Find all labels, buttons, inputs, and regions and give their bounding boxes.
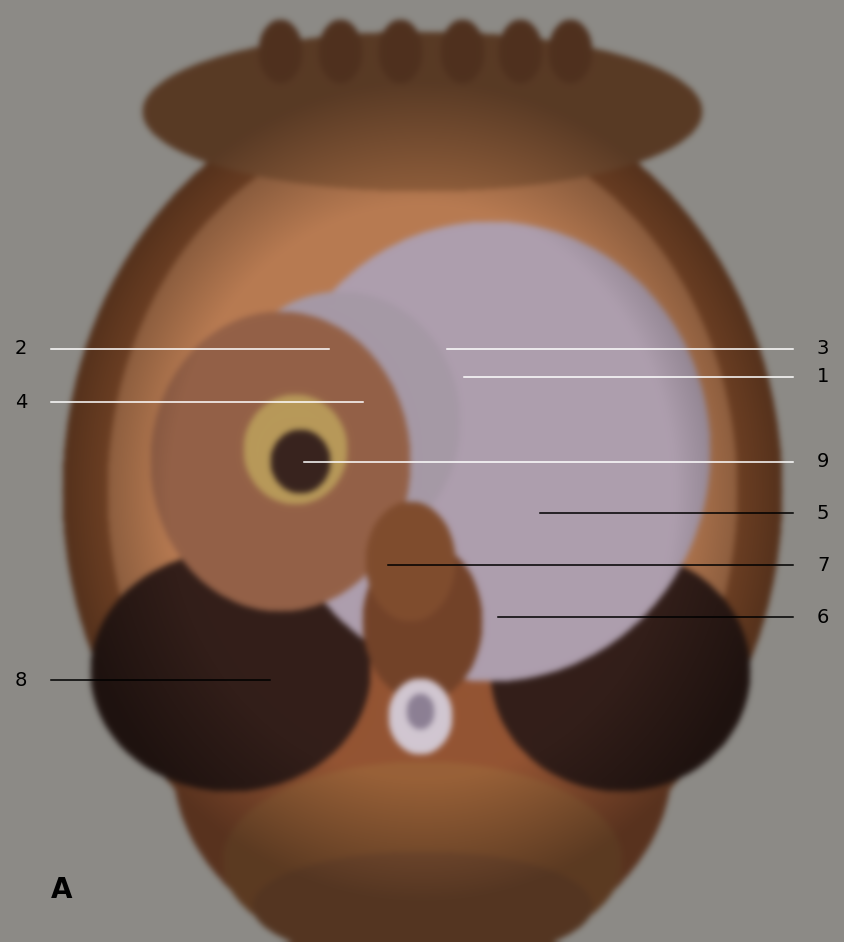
Text: 2: 2	[14, 339, 27, 358]
Text: A: A	[51, 876, 72, 904]
Text: 7: 7	[817, 556, 830, 575]
Text: 3: 3	[817, 339, 830, 358]
Text: 4: 4	[14, 393, 27, 412]
Text: 5: 5	[817, 504, 830, 523]
Text: 6: 6	[817, 608, 830, 626]
Text: 1: 1	[817, 367, 830, 386]
Text: 9: 9	[817, 452, 830, 471]
Text: 8: 8	[14, 671, 27, 690]
